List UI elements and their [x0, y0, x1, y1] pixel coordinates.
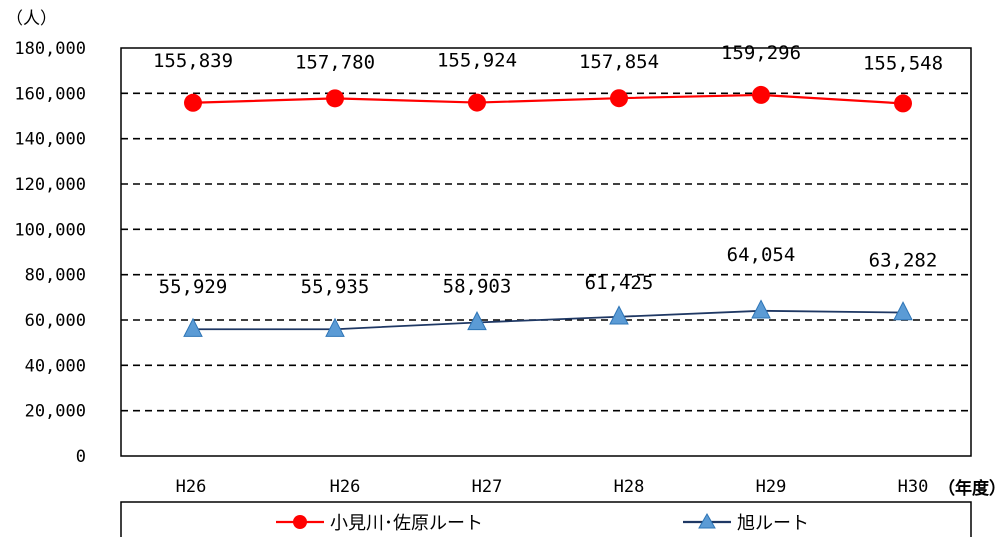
x-axis-unit: （年度）: [938, 478, 1006, 499]
data-label: 64,054: [727, 244, 796, 266]
series-line: [192, 93, 904, 105]
x-tick-label: H27: [472, 477, 503, 497]
y-tick-label: 120,000: [14, 175, 86, 195]
legend-label: 小見川･佐原ルート: [330, 513, 483, 534]
series-layer: 155,839 157,780 155,924 157,854 159,296 155,5…: [153, 42, 943, 337]
y-tick-label: 40,000: [25, 356, 86, 376]
data-label: 155,839: [153, 50, 233, 72]
data-point-marker: [894, 94, 912, 113]
y-axis-unit: （人）: [6, 9, 57, 29]
data-label: 63,282: [869, 250, 938, 272]
data-point-marker: [468, 93, 486, 112]
data-label: 58,903: [443, 275, 512, 297]
x-tick-label: H26: [330, 477, 361, 497]
data-point-marker: [326, 89, 344, 108]
x-tick-label: H30: [898, 477, 929, 497]
y-axis-ticks: 0 20,000 40,000 60,000 80,000 100,000 120,000 1…: [14, 39, 86, 467]
x-tick-label: H28: [614, 477, 645, 497]
data-point-marker: [751, 299, 771, 319]
y-tick-label: 140,000: [14, 130, 86, 150]
data-label: 61,425: [585, 272, 654, 294]
data-label: 155,924: [437, 50, 517, 72]
data-label: 55,935: [301, 276, 370, 298]
data-point-marker: [325, 317, 345, 337]
data-label: 155,548: [863, 52, 943, 74]
data-point-marker: [609, 305, 629, 325]
data-label: 159,296: [721, 42, 801, 64]
data-point-marker: [752, 85, 770, 104]
data-label: 157,854: [579, 51, 659, 73]
x-tick-label: H26: [176, 477, 207, 497]
series-line: [192, 309, 904, 331]
legend-marker: [293, 515, 307, 529]
gridlines: [121, 92, 971, 412]
data-point-marker: [184, 93, 202, 112]
data-point-marker: [610, 89, 628, 108]
y-tick-label: 100,000: [14, 220, 86, 240]
x-axis-ticks: H26 H26 H27 H28 H29 H30: [176, 477, 929, 497]
y-tick-label: 20,000: [25, 402, 86, 422]
y-tick-label: 180,000: [14, 39, 86, 59]
legend: 小見川･佐原ルート 旭ルート: [120, 501, 972, 537]
y-tick-label: 80,000: [25, 266, 86, 286]
x-tick-label: H29: [756, 477, 787, 497]
data-point-marker: [183, 317, 203, 337]
plot-area: [120, 47, 972, 457]
legend-box: [120, 501, 972, 537]
legend-marker: [698, 512, 716, 529]
data-point-marker: [893, 301, 913, 321]
data-point-marker: [467, 310, 487, 331]
data-label: 157,780: [295, 51, 375, 73]
y-tick-label: 0: [76, 447, 86, 467]
y-tick-label: 160,000: [14, 84, 86, 104]
legend-label: 旭ルート: [737, 513, 809, 534]
y-tick-label: 60,000: [25, 311, 86, 331]
data-label: 55,929: [159, 276, 228, 298]
